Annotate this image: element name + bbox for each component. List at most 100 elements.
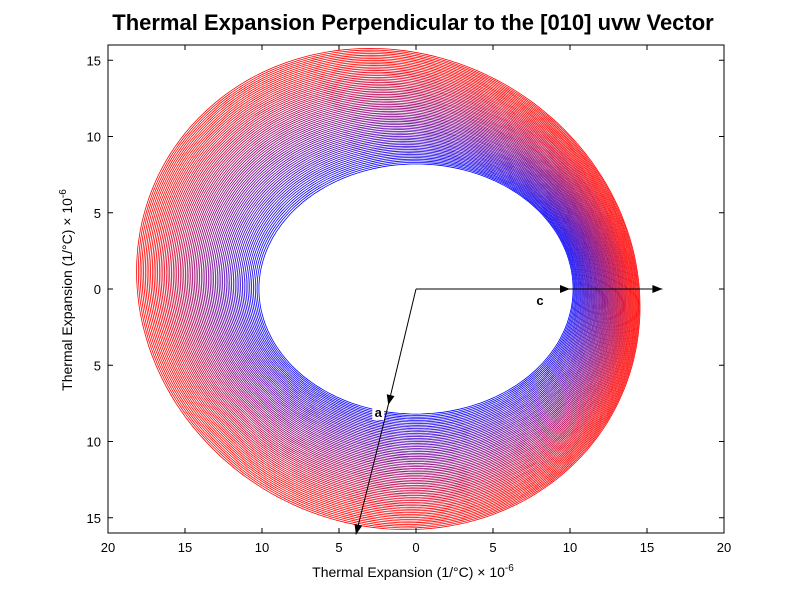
x-tick-label: 20 <box>717 540 731 555</box>
ellipse-curve <box>231 139 589 439</box>
ellipse-curve <box>153 64 632 514</box>
ellipse-curve <box>141 53 638 525</box>
ellipse-curve <box>253 158 577 420</box>
ellipse-curve <box>139 51 639 527</box>
ellipse-curve <box>258 163 574 415</box>
ellipse-curve <box>218 127 596 451</box>
ellipse-curve <box>223 132 593 446</box>
y-axis-label: Thermal Expansion (1/°C) × 10-6 <box>58 189 75 391</box>
x-tick-label: 20 <box>101 540 115 555</box>
ellipse-curve <box>225 134 592 444</box>
ellipse-curve <box>222 131 594 447</box>
y-tick-label: 10 <box>87 130 101 145</box>
ellipse-curve <box>181 92 616 486</box>
ellipse-curve <box>150 61 633 517</box>
ellipse-curve <box>146 58 635 520</box>
x-axis-label: Thermal Expansion (1/°C) × 10-6 <box>312 563 514 580</box>
ellipse-curve <box>229 137 590 441</box>
x-tick-label: 15 <box>178 540 192 555</box>
ellipse-curve <box>202 112 605 466</box>
y-axis-label-text: Thermal Expansion (1/°C) × 10 <box>59 198 75 391</box>
x-tick-label: 5 <box>489 540 496 555</box>
ellipse-curve <box>232 140 588 438</box>
ellipse-curve <box>238 145 585 433</box>
ellipse-curve <box>249 155 579 423</box>
y-tick-label: 15 <box>87 511 101 526</box>
ellipse-curve <box>199 109 607 469</box>
ellipse-curve <box>164 75 626 503</box>
ellipse-curve <box>236 144 586 434</box>
vector-arrowhead <box>386 394 395 405</box>
ellipse-curve <box>251 157 578 421</box>
x-axis-label-text: Thermal Expansion (1/°C) × 10 <box>312 564 505 580</box>
ellipse-curve <box>207 117 602 461</box>
ellipse-curve <box>188 98 613 480</box>
ellipse-curve <box>204 114 604 464</box>
y-tick-label: 10 <box>87 435 101 450</box>
ellipse-curve <box>200 110 606 468</box>
ellipse-curve <box>144 56 636 522</box>
y-tick-labels: 15 10 5 0 5 10 15 <box>87 53 101 526</box>
ellipse-curve <box>243 150 582 428</box>
y-tick-label: 15 <box>87 53 101 68</box>
ellipse-curve <box>193 104 610 474</box>
vector-line <box>355 404 389 535</box>
y-tick-label: 5 <box>94 206 101 221</box>
ellipse-curve <box>179 90 617 488</box>
vector-label-c: c <box>536 293 543 308</box>
y-tick-label: 0 <box>94 282 101 297</box>
ellipse-curve <box>186 97 614 481</box>
ellipse-curve <box>178 88 618 490</box>
ellipse-curve <box>197 107 608 471</box>
vector-arrows: ca <box>354 285 663 535</box>
ellipse-curve <box>213 122 599 456</box>
ellipse-curve <box>165 76 625 502</box>
x-axis-label-exponent: -6 <box>505 563 514 574</box>
ellipse-curve <box>176 87 619 491</box>
ellipse-family <box>136 47 641 531</box>
ellipse-curve <box>195 105 609 473</box>
ellipse-curve <box>227 135 591 443</box>
ellipse-curve <box>185 95 614 483</box>
ellipse-curve <box>190 100 612 478</box>
x-tick-label: 0 <box>412 540 419 555</box>
axis-ticks <box>107 45 725 533</box>
y-axis-label-exponent: -6 <box>58 189 69 198</box>
ellipse-curve <box>148 59 634 519</box>
x-tick-label: 5 <box>335 540 342 555</box>
x-tick-label: 10 <box>563 540 577 555</box>
vector-label-a: a <box>375 405 383 420</box>
ellipse-curve <box>245 152 581 426</box>
x-tick-labels: 20 15 10 5 0 5 10 15 20 <box>101 540 731 555</box>
vector-arrowhead <box>652 285 663 293</box>
y-tick-label: 5 <box>94 358 101 373</box>
ellipse-curve <box>157 68 630 510</box>
ellipse-curve <box>183 93 616 485</box>
ellipse-curve <box>240 147 584 431</box>
ellipse-curve <box>211 120 600 458</box>
x-tick-label: 15 <box>640 540 654 555</box>
ellipse-curve <box>143 54 637 524</box>
ellipse-curve <box>206 115 603 463</box>
ellipse-curve <box>136 47 641 531</box>
ellipse-curve <box>151 63 632 515</box>
ellipse-curve <box>216 126 597 452</box>
ellipse-curve <box>256 162 575 416</box>
ellipse-curve <box>209 119 601 459</box>
ellipse-curve <box>137 49 640 529</box>
ellipse-curve <box>234 142 587 436</box>
ellipse-curve <box>160 71 628 507</box>
ellipse-curve <box>169 80 623 498</box>
ellipse-curve <box>155 66 630 512</box>
x-tick-label: 10 <box>255 540 269 555</box>
vector-label-background <box>372 405 385 420</box>
ellipse-curve <box>214 124 598 454</box>
ellipse-curve <box>171 82 622 496</box>
ellipse-curve <box>172 83 621 495</box>
ellipse-curve <box>254 160 576 418</box>
vector-line <box>387 288 417 406</box>
ellipse-curve <box>220 129 595 449</box>
ellipse-curve <box>242 149 583 429</box>
vector-arrowhead <box>354 523 363 535</box>
